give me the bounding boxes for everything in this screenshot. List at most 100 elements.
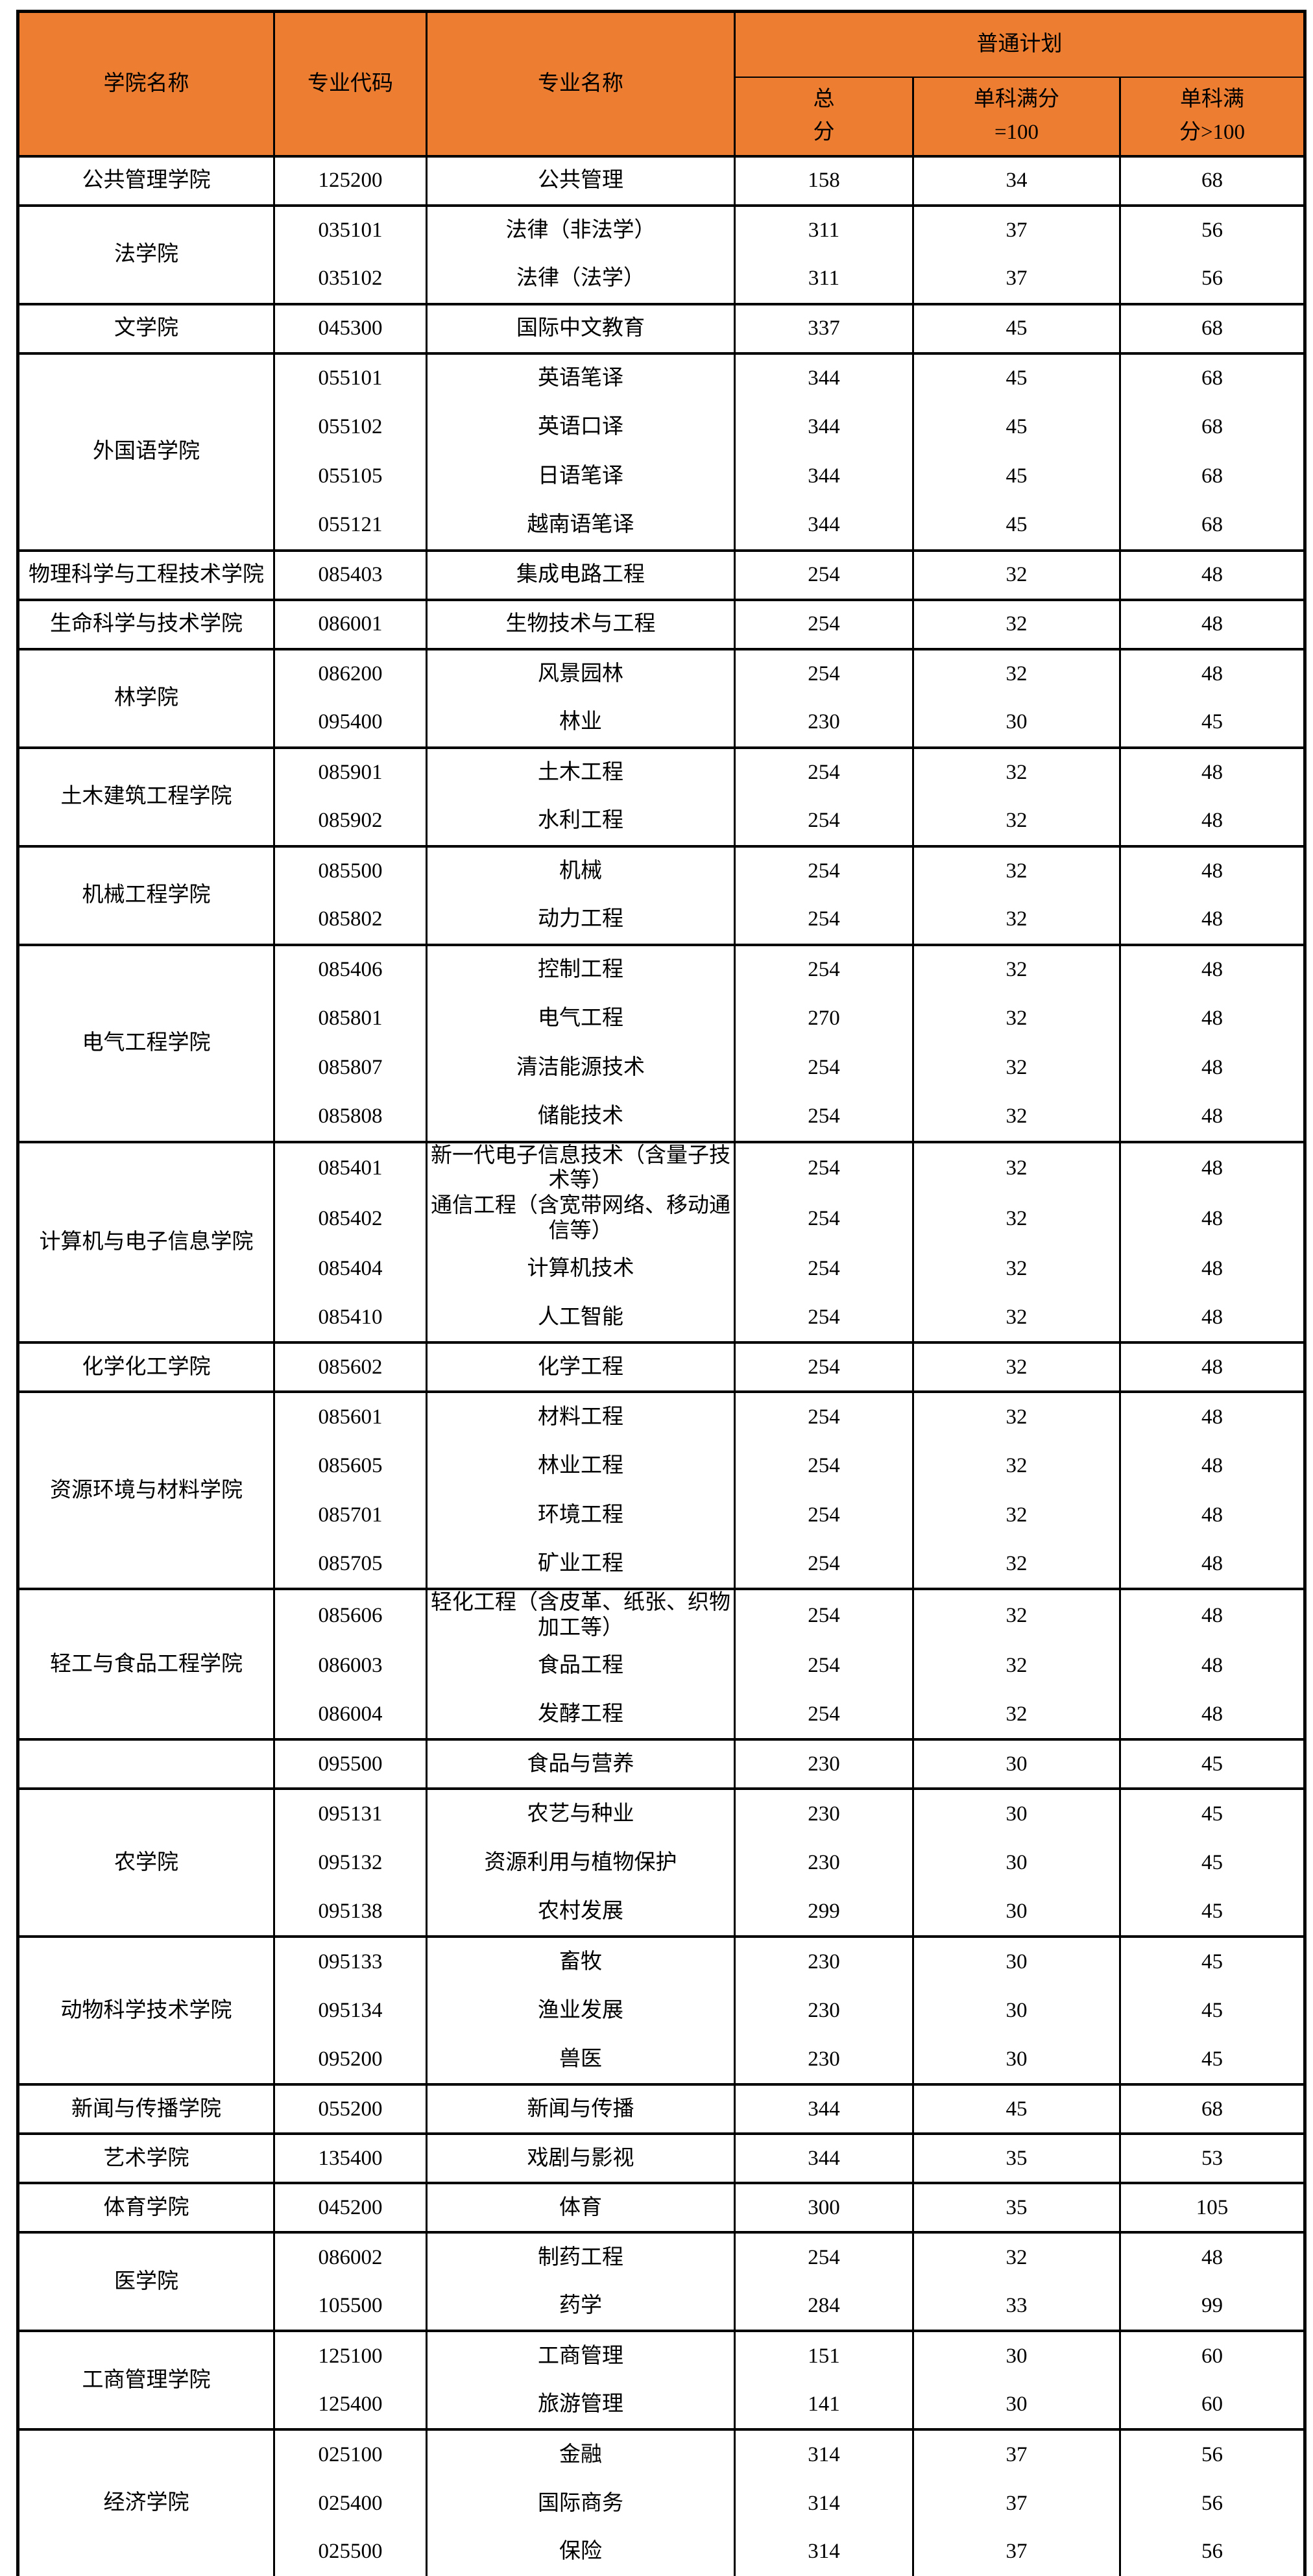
table-row: 公共管理学院 125200 公共管理 158 34 68 bbox=[17, 154, 1305, 206]
major-code-cell: 085401 bbox=[273, 1140, 427, 1194]
single-max-100-cell: 45 bbox=[912, 352, 1120, 403]
table-row: 医学院 086002 制药工程 254 32 48 bbox=[17, 2231, 1305, 2332]
college-cell: 林学院 bbox=[17, 647, 274, 748]
table-row: 095500 食品与营养 230 30 45 bbox=[17, 1738, 1305, 1789]
single-max-gt100-cell: 48 bbox=[1118, 796, 1305, 846]
single-max-gt100-cell: 48 bbox=[1118, 1641, 1305, 1691]
table-row: 085701 环境工程 254 32 48 bbox=[18, 1490, 1305, 1540]
major-code-cell: 086002 bbox=[273, 2231, 427, 2282]
total-score-cell: 254 bbox=[734, 1341, 913, 1392]
table-row: 林学院 086200 风景园林 254 32 48 bbox=[17, 647, 1305, 748]
table-row: 体育学院 045200 体育 300 35 105 bbox=[17, 2182, 1305, 2233]
major-code-cell: 055200 bbox=[273, 2083, 427, 2134]
major-code-cell: 086200 bbox=[273, 647, 427, 698]
single-max-gt100-cell: 48 bbox=[1118, 647, 1305, 698]
total-score-cell: 344 bbox=[734, 501, 913, 551]
single-max-gt100-cell: 48 bbox=[1118, 1244, 1305, 1294]
single-max-gt100-cell: 60 bbox=[1118, 2330, 1305, 2381]
major-name-cell: 发酵工程 bbox=[426, 1690, 735, 1740]
major-code-cell: 095131 bbox=[273, 1787, 427, 1839]
major-code-cell: 025100 bbox=[273, 2428, 427, 2479]
single-max-gt100-cell: 68 bbox=[1118, 2083, 1305, 2134]
total-score-cell: 230 bbox=[734, 1838, 913, 1888]
major-name-cell: 化学工程 bbox=[426, 1341, 735, 1392]
college-cell: 外国语学院 bbox=[17, 352, 274, 551]
single-max-100-cell: 30 bbox=[912, 2330, 1120, 2381]
single-max-100-cell: 33 bbox=[912, 2282, 1120, 2332]
major-name-cell: 动力工程 bbox=[426, 895, 735, 945]
major-name-cell: 新闻与传播 bbox=[426, 2083, 735, 2134]
table-row: 085802 动力工程 254 32 48 bbox=[18, 895, 1305, 945]
major-code-cell: 025500 bbox=[273, 2528, 427, 2576]
total-score-cell: 344 bbox=[734, 2083, 913, 2134]
single-max-100-cell: 32 bbox=[912, 1092, 1120, 1142]
single-max-100-cell: 35 bbox=[912, 2132, 1120, 2184]
single-max-gt100-cell: 48 bbox=[1118, 994, 1305, 1044]
table-row: 085410 人工智能 254 32 48 bbox=[18, 1293, 1305, 1343]
major-name-cell: 药学 bbox=[426, 2282, 735, 2332]
major-code-cell: 085701 bbox=[273, 1490, 427, 1540]
major-code-cell: 085602 bbox=[273, 1341, 427, 1392]
table-row: 095400 林业 230 30 45 bbox=[18, 698, 1305, 748]
single-max-gt100-cell: 48 bbox=[1118, 746, 1305, 797]
table-row: 095132 资源利用与植物保护 230 30 45 bbox=[18, 1838, 1305, 1888]
single-max-gt100-cell: 56 bbox=[1118, 2428, 1305, 2479]
total-score-cell: 337 bbox=[734, 302, 913, 353]
table-row: 055105 日语笔译 344 45 68 bbox=[18, 451, 1305, 501]
major-code-cell: 125200 bbox=[273, 154, 427, 206]
single-max-100-cell: 30 bbox=[912, 2035, 1120, 2085]
total-score-cell: 344 bbox=[734, 402, 913, 452]
single-max-gt100-cell: 45 bbox=[1118, 1935, 1305, 1986]
single-max-gt100-cell: 48 bbox=[1118, 1540, 1305, 1590]
single-max-100-cell: 45 bbox=[912, 302, 1120, 353]
header-regular-plan: 普通计划 bbox=[733, 11, 1305, 78]
total-score-cell: 299 bbox=[734, 1887, 913, 1937]
major-name-cell: 畜牧 bbox=[426, 1935, 735, 1986]
major-name-cell: 林业工程 bbox=[426, 1441, 735, 1491]
table-row: 生命科学与技术学院 086001 生物技术与工程 254 32 48 bbox=[17, 598, 1305, 649]
single-max-gt100-cell: 68 bbox=[1118, 451, 1305, 501]
major-code-cell: 085402 bbox=[273, 1193, 427, 1245]
major-code-cell: 125100 bbox=[273, 2330, 427, 2381]
total-score-cell: 311 bbox=[734, 254, 913, 304]
major-code-cell: 085410 bbox=[273, 1293, 427, 1343]
major-code-cell: 085605 bbox=[273, 1441, 427, 1491]
single-max-100-cell: 32 bbox=[912, 1690, 1120, 1740]
college-cell: 新闻与传播学院 bbox=[17, 2083, 274, 2134]
single-max-gt100-cell: 48 bbox=[1118, 1490, 1305, 1540]
total-score-cell: 270 bbox=[734, 994, 913, 1044]
single-max-100-cell: 37 bbox=[912, 2528, 1120, 2576]
table-row: 085902 水利工程 254 32 48 bbox=[18, 796, 1305, 846]
major-code-cell: 086003 bbox=[273, 1641, 427, 1691]
single-max-gt100-cell: 99 bbox=[1118, 2282, 1305, 2332]
header-row-sub: 总分 单科满分=100 单科满分>100 bbox=[18, 77, 1305, 156]
total-score-cell: 254 bbox=[734, 1490, 913, 1540]
major-code-cell: 055105 bbox=[273, 451, 427, 501]
single-max-100-cell: 30 bbox=[912, 1887, 1120, 1937]
single-max-100-cell: 32 bbox=[912, 1540, 1120, 1590]
college-cell: 计算机与电子信息学院 bbox=[17, 1140, 274, 1343]
college-cell: 农学院 bbox=[17, 1787, 274, 1937]
major-name-cell: 农艺与种业 bbox=[426, 1787, 735, 1839]
single-max-gt100-cell: 68 bbox=[1118, 352, 1305, 403]
total-score-cell: 254 bbox=[734, 647, 913, 698]
single-max-gt100-cell: 53 bbox=[1118, 2132, 1305, 2184]
major-code-cell: 055102 bbox=[273, 402, 427, 452]
major-code-cell: 085802 bbox=[273, 895, 427, 945]
single-max-100-cell: 32 bbox=[912, 2231, 1120, 2282]
total-score-cell: 254 bbox=[734, 2231, 913, 2282]
total-score-cell: 254 bbox=[734, 1193, 913, 1245]
total-score-cell: 151 bbox=[734, 2330, 913, 2381]
major-name-cell: 英语口译 bbox=[426, 402, 735, 452]
table-row: 086004 发酵工程 254 32 48 bbox=[18, 1690, 1305, 1740]
major-code-cell: 085601 bbox=[273, 1390, 427, 1442]
major-name-cell: 金融 bbox=[426, 2428, 735, 2479]
major-code-cell: 095133 bbox=[273, 1935, 427, 1986]
table-row: 095200 兽医 230 30 45 bbox=[18, 2035, 1305, 2085]
table-row: 085705 矿业工程 254 32 48 bbox=[18, 1540, 1305, 1590]
major-name-cell: 渔业发展 bbox=[426, 1986, 735, 2036]
total-score-cell: 254 bbox=[734, 549, 913, 600]
major-code-cell: 125400 bbox=[273, 2380, 427, 2430]
college-cell: 公共管理学院 bbox=[17, 154, 274, 206]
table-row: 085402 通信工程（含宽带网络、移动通信等） 254 32 48 bbox=[18, 1193, 1305, 1245]
